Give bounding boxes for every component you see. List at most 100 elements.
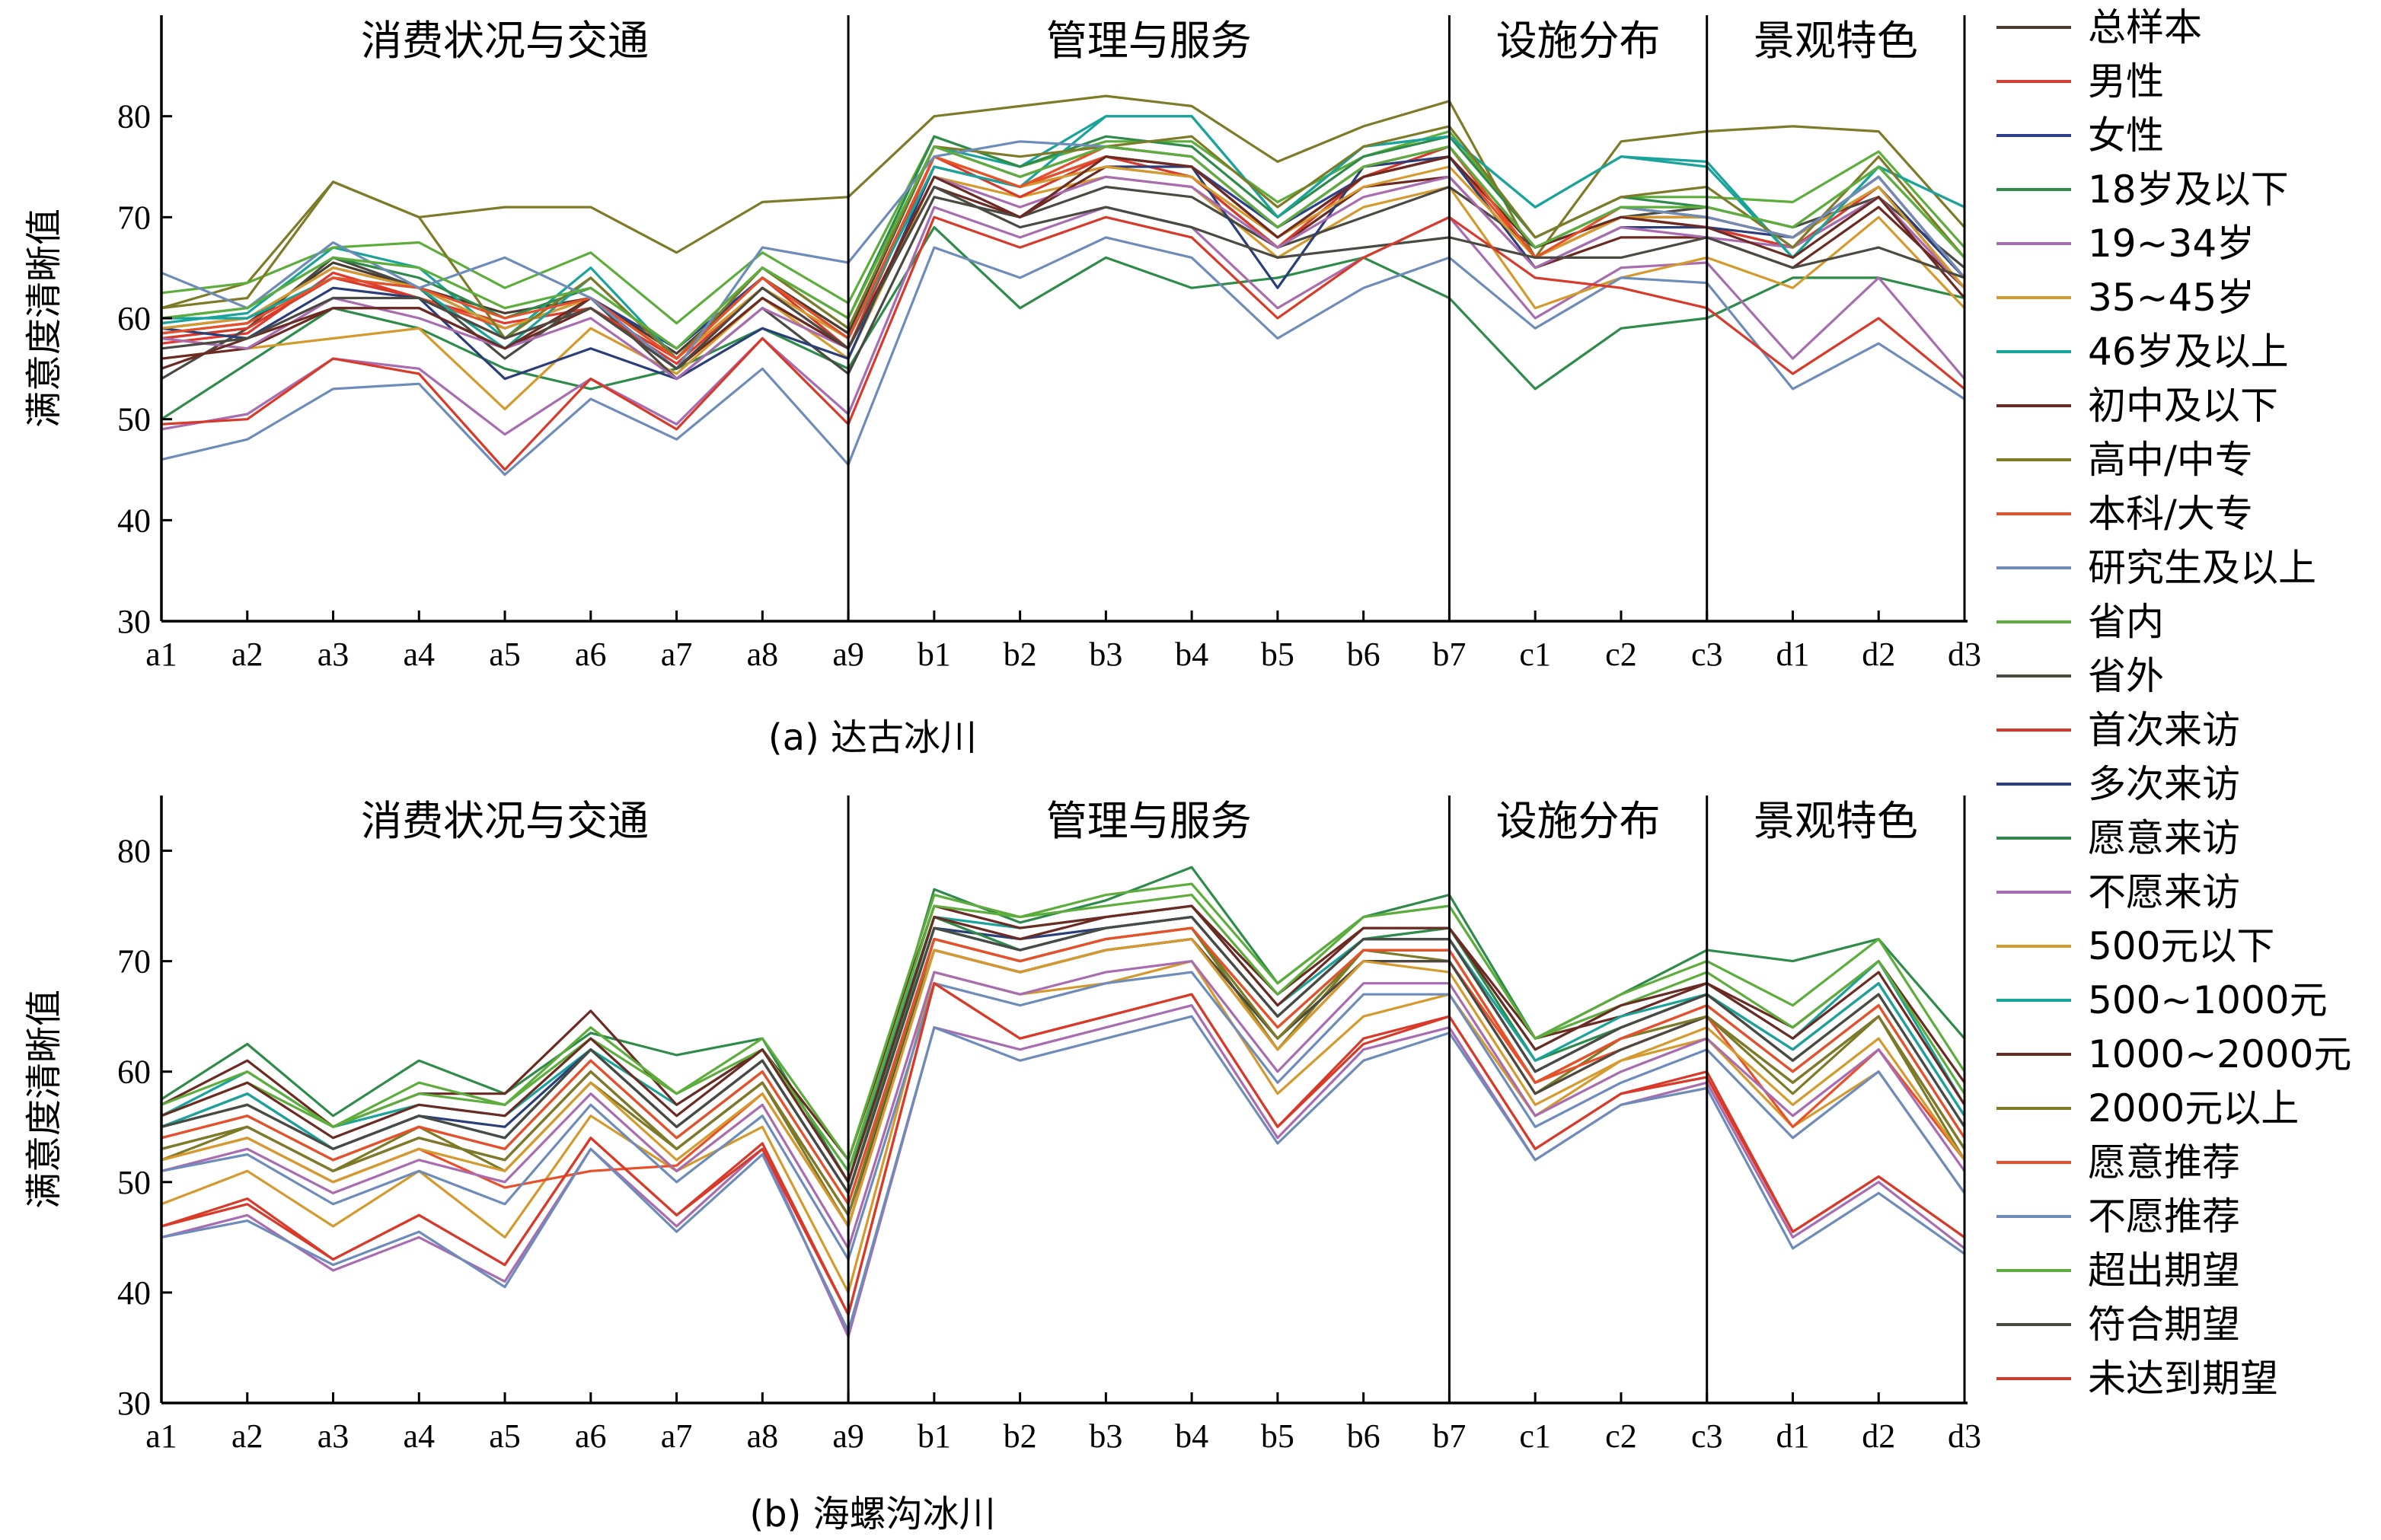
legend-label: 2000元以上 [2088,1086,2299,1130]
series-line-10 [161,236,1965,477]
series-line-16 [161,175,1966,381]
section-label: 管理与服务 [1046,797,1252,845]
series-line-23 [161,145,1966,350]
x-tick-label: d2 [1862,1417,1895,1455]
y-tick-label: 80 [117,833,151,870]
y-axis-label: 满意度清晰值 [23,209,65,428]
x-tick-label: d3 [1948,1417,1981,1455]
x-tick-label: c1 [1519,636,1551,673]
legend-label: 愿意推荐 [2088,1140,2240,1184]
series-line-11 [161,882,1966,1172]
x-tick-label: a9 [832,1417,864,1455]
series-line-11 [161,130,1966,325]
x-tick-label: a8 [747,1417,779,1455]
x-tick-label: d1 [1776,636,1809,673]
y-tick-label: 70 [117,199,151,236]
y-tick-label: 60 [117,300,151,337]
legend-label: 省内 [2088,600,2164,644]
section-label: 设施分布 [1496,17,1661,65]
section-label: 景观特色 [1754,797,1918,845]
series-line-10 [161,1015,1965,1333]
legend-label: 符合期望 [2088,1302,2240,1347]
series-line-24 [161,185,1965,370]
legend-label: 首次来访 [2088,708,2240,752]
legend-label: 愿意来访 [2088,816,2240,860]
legend-label: 35~45岁 [2088,276,2255,320]
x-tick-label: a5 [489,1417,521,1455]
series-line-20 [161,125,1966,360]
x-tick-label: a1 [145,1417,177,1455]
x-tick-label: b7 [1432,1417,1466,1455]
series-line-20 [161,926,1966,1216]
x-tick-label: a2 [231,636,263,673]
series-line-17 [161,937,1966,1228]
section-label: 设施分布 [1496,797,1661,845]
series-line-23 [161,893,1966,1162]
x-tick-label: a8 [747,636,779,673]
x-tick-label: d2 [1862,636,1895,673]
series-line-14 [161,155,1966,381]
x-tick-label: a6 [575,1417,607,1455]
x-tick-label: b5 [1261,636,1294,673]
series-line-19 [161,904,1966,1184]
legend-label: 46岁及以上 [2088,330,2289,374]
x-tick-label: b3 [1089,1417,1122,1455]
series-line-22 [161,971,1966,1261]
series-line-15 [161,135,1966,350]
legend-label: 总样本 [2088,5,2202,49]
x-tick-label: a6 [575,636,607,673]
x-tick-label: b5 [1261,1417,1294,1455]
x-tick-label: a9 [832,636,864,673]
y-tick-label: 70 [117,943,151,980]
y-tick-label: 30 [117,603,151,640]
legend-label: 1000~2000元 [2088,1032,2351,1076]
series-line-25 [161,215,1966,471]
x-tick-label: b4 [1175,1417,1208,1455]
legend-label: 500元以下 [2088,924,2274,968]
chart-caption: (b) 海螺沟冰川 [749,1493,995,1535]
series-line-13 [161,145,1966,360]
y-axis-label: 满意度清晰值 [23,990,65,1209]
x-tick-label: a7 [661,1417,693,1455]
x-tick-label: a3 [318,636,349,673]
legend-label: 未达到期望 [2088,1357,2278,1401]
x-tick-label: b6 [1347,1417,1380,1455]
y-tick-label: 60 [117,1054,151,1091]
series-line-22 [161,140,1966,370]
legend-label: 省外 [2088,654,2164,698]
y-tick-label: 80 [117,98,151,136]
x-tick-label: a2 [231,1417,263,1455]
legend-label: 不愿推荐 [2088,1194,2240,1239]
x-tick-label: a4 [404,636,436,673]
legend-label: 500~1000元 [2088,978,2328,1022]
y-tick-label: 30 [117,1385,151,1422]
x-tick-label: b7 [1432,636,1466,673]
series-line-21 [161,926,1966,1206]
x-tick-label: b6 [1347,636,1380,673]
series-line-19 [161,155,1966,370]
legend-label: 初中及以下 [2088,384,2278,428]
series-line-5 [161,959,1966,1294]
legend-label: 多次来访 [2088,762,2240,806]
x-tick-label: a7 [661,636,693,673]
legend-label: 高中/中专 [2088,438,2253,482]
series-line-25 [161,982,1965,1316]
legend-label: 研究生及以上 [2088,546,2316,590]
series-line-16 [161,959,1966,1250]
x-tick-label: b1 [918,636,951,673]
legend-label: 18岁及以下 [2088,167,2289,212]
x-tick-label: a5 [489,636,521,673]
x-tick-label: b2 [1004,636,1037,673]
y-tick-label: 50 [117,1164,151,1201]
series-line-12 [161,937,1966,1216]
chart-panel-hailuogou: 消费状况与交通 管理与服务 设施分布 景观特色 30 40 50 60 70 80 a1 a2 a3 a4… [23,796,1981,1535]
series-line-17 [161,155,1966,360]
chart-caption: (a) 达古冰川 [768,716,977,759]
chart-panel-dagu: 消费状况与交通 管理与服务 设施分布 景观特色 30 40 50 60 70 80 a1 a2 a3 a4… [23,15,1981,759]
series-line-21 [161,145,1966,360]
legend-label: 本科/大专 [2088,492,2253,536]
x-tick-label: c2 [1605,636,1637,673]
x-tick-label: d1 [1776,1417,1809,1455]
x-tick-label: c3 [1691,1417,1723,1455]
